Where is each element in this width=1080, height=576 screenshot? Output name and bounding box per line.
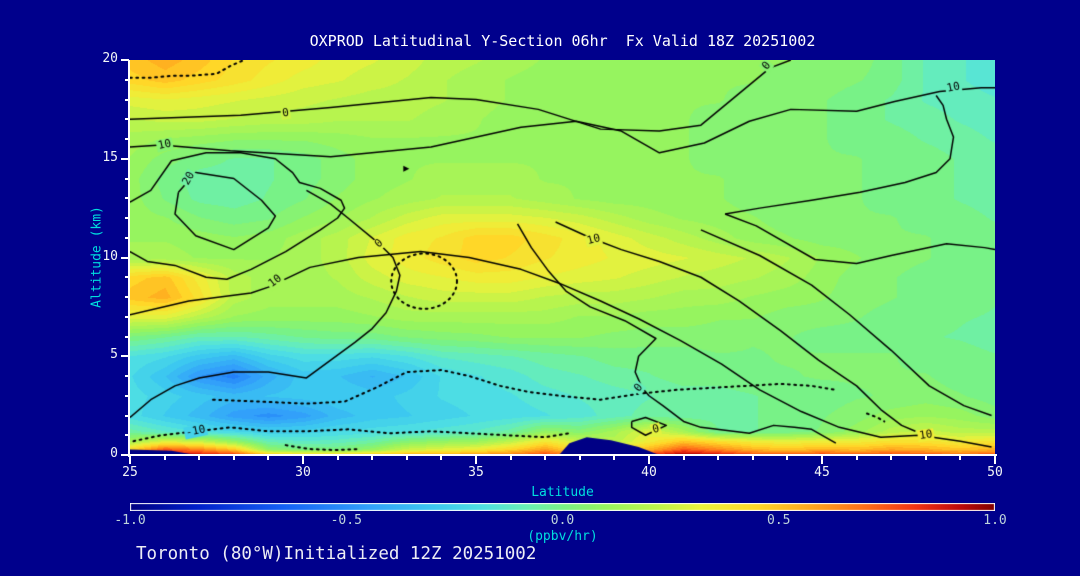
y-tick-label: 10 (102, 248, 118, 264)
y-tick-label: 20 (102, 51, 118, 66)
colorbar-tick-label: 0.5 (767, 513, 791, 528)
colorbar-tick-label: -1.0 (114, 513, 146, 528)
plot-title: OXPROD Latitudinal Y-Section 06hr Fx Val… (309, 32, 816, 50)
x-axis-minor-tick (924, 456, 927, 460)
y-axis-minor-tick (125, 78, 129, 81)
x-axis-minor-tick (890, 456, 893, 460)
x-axis-line (128, 454, 997, 456)
contour-field-canvas (130, 60, 995, 455)
x-tick-label: 25 (122, 465, 138, 480)
y-axis-major-tick (121, 256, 129, 259)
x-axis-minor-tick (786, 456, 789, 460)
x-axis-minor-tick (232, 456, 235, 460)
y-axis-minor-tick (125, 98, 129, 101)
y-axis-minor-tick (125, 177, 129, 180)
x-axis-minor-tick (440, 456, 443, 460)
x-axis-minor-tick (405, 456, 408, 460)
y-axis-minor-tick (125, 414, 129, 417)
x-axis-title: Latitude (531, 485, 594, 500)
y-axis-major-tick (121, 355, 129, 358)
y-axis-minor-tick (125, 296, 129, 298)
x-tick-label: 35 (468, 465, 484, 480)
y-axis-minor-tick (125, 118, 129, 121)
colorbar-tick-label: 0.0 (550, 513, 575, 528)
y-tick-label: 5 (110, 347, 118, 363)
y-axis-minor-tick (125, 394, 129, 397)
y-axis-minor-tick (125, 434, 129, 437)
x-axis-minor-tick (198, 456, 201, 460)
y-axis-minor-tick (125, 217, 129, 219)
colorbar-tick-label: -0.5 (330, 513, 362, 528)
colorbar (130, 503, 995, 511)
y-axis-minor-tick (125, 276, 129, 279)
y-axis-minor-tick (125, 335, 129, 338)
x-axis-major-tick (302, 456, 304, 464)
run-info-text: Toronto (80°W)Initialized 12Z 20251002 (136, 544, 537, 564)
x-axis-minor-tick (267, 456, 270, 460)
y-tick-label: 15 (102, 149, 118, 165)
y-axis-minor-tick (125, 197, 129, 200)
x-axis-minor-tick (163, 456, 166, 460)
x-axis-minor-tick (613, 456, 616, 460)
x-axis-major-tick (129, 456, 131, 464)
x-axis-minor-tick (509, 456, 512, 460)
x-tick-label: 30 (295, 465, 311, 480)
x-tick-label: 45 (814, 465, 830, 480)
y-axis-minor-tick (125, 315, 129, 318)
y-axis-line (128, 60, 130, 457)
x-axis-minor-tick (717, 456, 720, 460)
colorbar-units-label: (ppbv/hr) (527, 529, 598, 544)
y-axis-major-tick (121, 454, 129, 456)
y-axis-minor-tick (125, 375, 129, 377)
x-axis-minor-tick (682, 456, 685, 460)
x-axis-major-tick (994, 456, 996, 464)
x-axis-minor-tick (959, 456, 962, 460)
y-tick-label: 0 (110, 446, 118, 461)
y-axis-major-tick (121, 157, 129, 160)
y-axis-minor-tick (125, 138, 129, 140)
x-axis-minor-tick (751, 456, 754, 460)
x-axis-minor-tick (371, 456, 374, 460)
y-axis-minor-tick (125, 236, 129, 239)
x-axis-minor-tick (855, 456, 858, 460)
x-tick-label: 50 (987, 465, 1003, 480)
colorbar-tick-label: 1.0 (983, 513, 1007, 528)
x-axis-major-tick (648, 456, 650, 464)
x-axis-major-tick (475, 456, 477, 464)
x-axis-major-tick (821, 456, 823, 464)
y-axis-major-tick (121, 59, 129, 61)
x-axis-minor-tick (544, 456, 547, 460)
y-axis-title: Altitude (km) (89, 206, 105, 308)
x-tick-label: 40 (641, 465, 657, 480)
contour-plot-area (130, 60, 995, 455)
x-axis-minor-tick (578, 456, 581, 460)
x-axis-minor-tick (336, 456, 339, 460)
